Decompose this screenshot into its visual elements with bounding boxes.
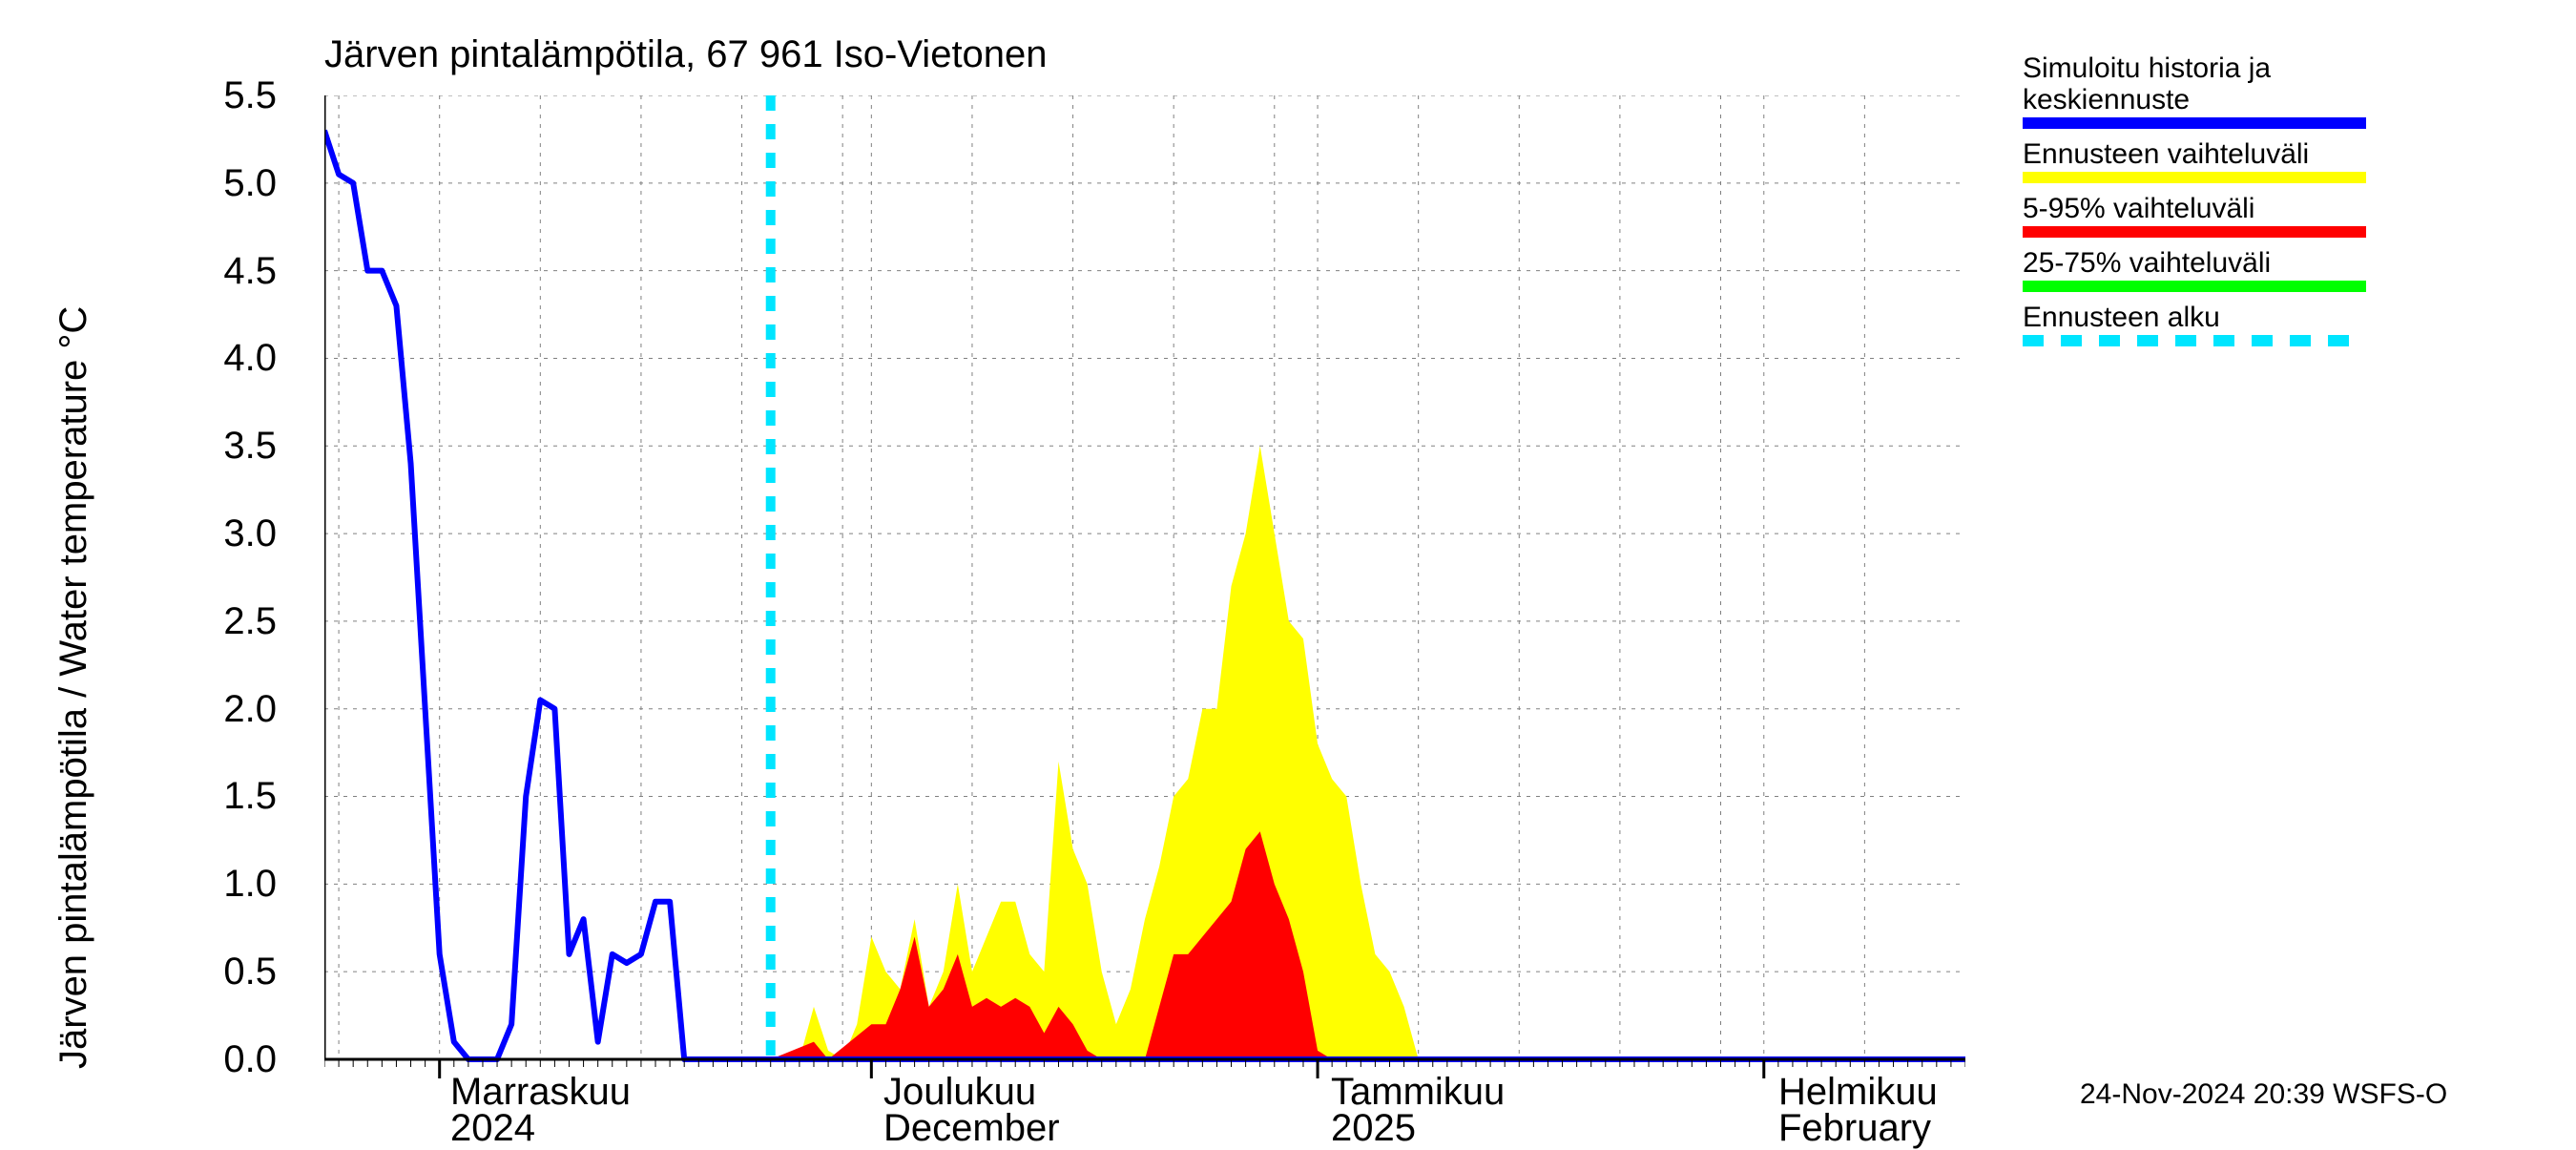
legend: Simuloitu historia ja keskiennuste Ennus… [2023, 52, 2366, 356]
xtick-2-line2: 2025 [1331, 1107, 1416, 1150]
xtick-3-line2: February [1778, 1107, 1931, 1150]
legend-label-2: 5-95% vaihteluväli [2023, 193, 2366, 224]
legend-entry-3: 25-75% vaihteluväli [2023, 247, 2366, 292]
legend-swatch-1 [2023, 172, 2366, 183]
ytick-8: 4.0 [200, 337, 277, 380]
legend-label-0: Simuloitu historia ja keskiennuste [2023, 52, 2366, 115]
xtick-1-line2: December [883, 1107, 1060, 1150]
ytick-2: 1.0 [200, 863, 277, 906]
ytick-1: 0.5 [200, 951, 277, 993]
ytick-7: 3.5 [200, 425, 277, 468]
ytick-3: 1.5 [200, 775, 277, 818]
ytick-6: 3.0 [200, 512, 277, 555]
legend-swatch-0 [2023, 117, 2366, 129]
legend-label-1: Ennusteen vaihteluväli [2023, 138, 2366, 170]
chart-title: Järven pintalämpötila, 67 961 Iso-Vieton… [324, 33, 1048, 76]
ytick-10: 5.0 [200, 162, 277, 205]
legend-entry-4: Ennusteen alku [2023, 302, 2366, 346]
legend-swatch-2 [2023, 226, 2366, 238]
xtick-0-line2: 2024 [450, 1107, 535, 1150]
ytick-11: 5.5 [200, 74, 277, 117]
ytick-0: 0.0 [200, 1038, 277, 1081]
ytick-5: 2.5 [200, 600, 277, 643]
legend-swatch-4 [2023, 335, 2366, 346]
ytick-4: 2.0 [200, 688, 277, 731]
legend-label-4: Ennusteen alku [2023, 302, 2366, 333]
legend-swatch-3 [2023, 281, 2366, 292]
ytick-9: 4.5 [200, 250, 277, 293]
plot-area [324, 95, 1965, 1078]
legend-label-3: 25-75% vaihteluväli [2023, 247, 2366, 279]
legend-entry-2: 5-95% vaihteluväli [2023, 193, 2366, 238]
y-axis-label: Järven pintalämpötila / Water temperatur… [52, 306, 95, 1069]
legend-entry-1: Ennusteen vaihteluväli [2023, 138, 2366, 183]
legend-entry-0: Simuloitu historia ja keskiennuste [2023, 52, 2366, 129]
timestamp-footer: 24-Nov-2024 20:39 WSFS-O [2080, 1078, 2447, 1111]
chart-container: Järven pintalämpötila / Water temperatur… [0, 0, 2576, 1145]
